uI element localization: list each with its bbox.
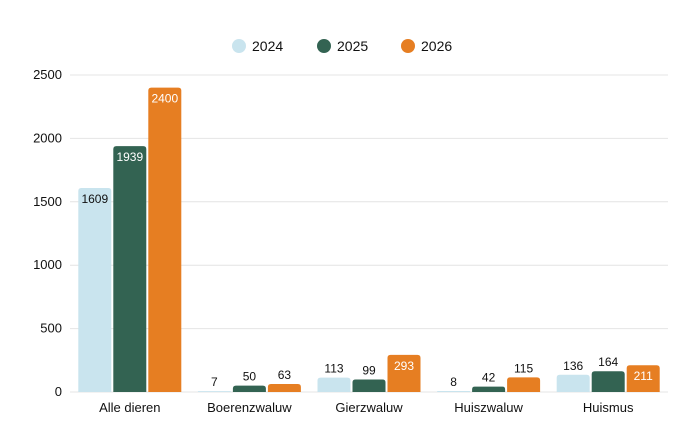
- x-axis-ticks: Alle dieren Boerenzwaluw Gierzwaluw Huiszwa…: [99, 400, 634, 415]
- legend-swatch: [232, 39, 246, 53]
- y-axis-ticks: 0 500 1000 1500 2000 2500: [33, 67, 62, 399]
- bar-value-label: 1609: [81, 192, 108, 206]
- x-tick-label: Alle dieren: [99, 400, 160, 415]
- bar-value-label: 7: [211, 375, 218, 389]
- bar: [387, 354, 421, 392]
- legend-swatch: [317, 39, 331, 53]
- bar: [148, 87, 182, 393]
- legend: 2024 2025 2026: [232, 38, 452, 54]
- bar-value-label: 136: [563, 359, 583, 373]
- bar: [317, 377, 351, 392]
- y-tick-label: 2500: [33, 67, 62, 82]
- y-tick-label: 1500: [33, 194, 62, 209]
- y-tick-label: 0: [55, 384, 62, 399]
- bar: [626, 365, 660, 392]
- bar-value-label: 63: [278, 368, 292, 382]
- legend-swatch: [401, 39, 415, 53]
- bar: [78, 187, 112, 392]
- bars: 1609 1939 2400 7 50 63 113 99 293 8 42 115 136 164 211: [78, 87, 660, 393]
- bar: [556, 374, 590, 392]
- bar-value-label: 42: [482, 371, 496, 385]
- bar: [591, 371, 625, 392]
- y-tick-label: 500: [40, 321, 62, 336]
- bar: [197, 391, 231, 392]
- legend-label: 2025: [337, 38, 368, 54]
- legend-label: 2024: [252, 38, 283, 54]
- bar-value-label: 293: [394, 359, 414, 373]
- bar-value-label: 164: [598, 355, 618, 369]
- bar: [472, 386, 506, 392]
- bar-value-label: 113: [324, 362, 343, 376]
- bar: [232, 385, 266, 392]
- bar-value-label: 211: [634, 369, 653, 383]
- x-tick-label: Huiszwaluw: [454, 400, 523, 415]
- legend-label: 2026: [421, 38, 452, 54]
- x-tick-label: Gierzwaluw: [335, 400, 403, 415]
- bar: [352, 379, 386, 392]
- bar-value-label: 1939: [116, 150, 143, 164]
- bar-value-label: 2400: [151, 92, 178, 106]
- bar: [267, 384, 301, 392]
- bar-value-label: 115: [514, 361, 533, 375]
- bar: [437, 390, 471, 392]
- x-tick-label: Boerenzwaluw: [207, 400, 292, 415]
- bar: [507, 377, 541, 392]
- bar-value-label: 99: [362, 363, 376, 377]
- y-tick-label: 2000: [33, 130, 62, 145]
- bar-value-label: 8: [450, 375, 457, 389]
- bar: [113, 146, 147, 392]
- bar-value-label: 50: [243, 370, 257, 384]
- x-tick-label: Huismus: [583, 400, 634, 415]
- y-tick-label: 1000: [33, 257, 62, 272]
